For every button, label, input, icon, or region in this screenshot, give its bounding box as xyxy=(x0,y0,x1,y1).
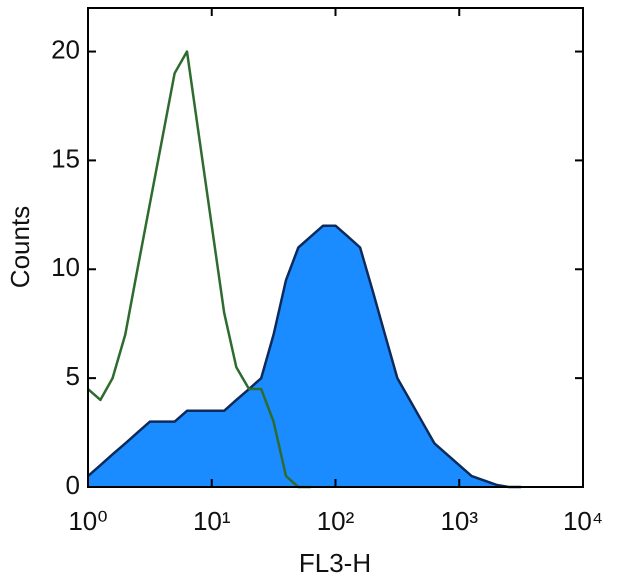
y-tick-label: 5 xyxy=(66,361,80,391)
x-tick-label: 10³ xyxy=(440,506,478,536)
x-tick-label: 10⁰ xyxy=(68,506,107,536)
y-tick-label: 10 xyxy=(51,252,80,282)
x-tick-label: 10² xyxy=(317,506,355,536)
x-axis-label: FL3-H xyxy=(299,548,371,578)
y-tick-label: 15 xyxy=(51,143,80,173)
x-tick-label: 10⁴ xyxy=(563,506,603,536)
line xyxy=(87,224,522,489)
y-tick-label: 0 xyxy=(66,470,80,500)
area xyxy=(88,225,522,487)
y-axis-label: Counts xyxy=(5,206,35,288)
x-tick-label: 10¹ xyxy=(193,506,231,536)
line xyxy=(87,50,311,489)
y-tick-label: 20 xyxy=(51,34,80,64)
